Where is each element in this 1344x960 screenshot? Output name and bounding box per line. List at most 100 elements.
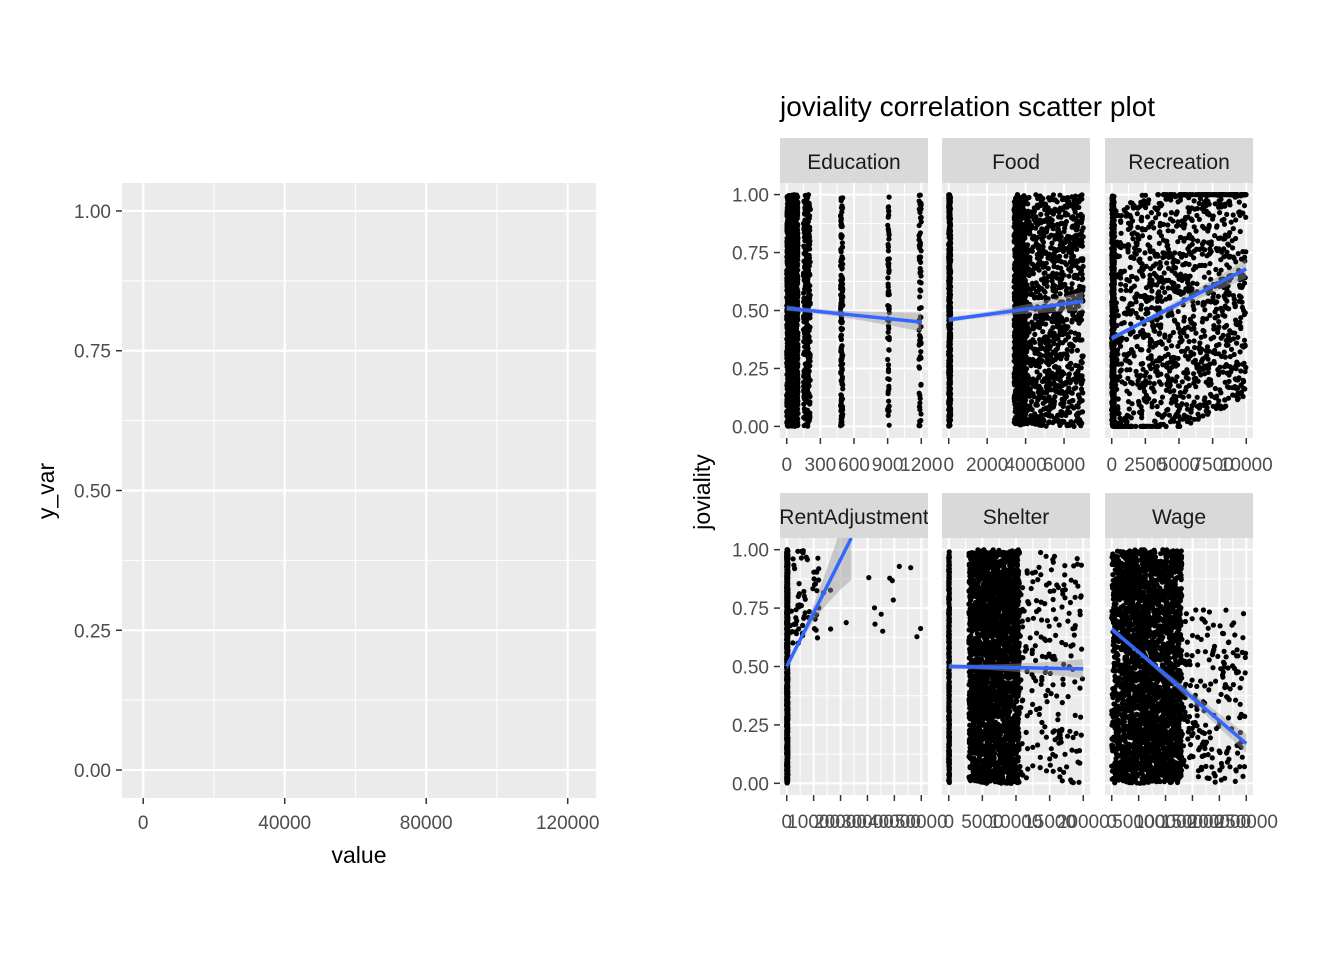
facet-point [918,273,924,279]
facet-point [947,198,953,205]
facet-point [1030,357,1036,363]
facet-point [1012,369,1018,376]
facet-point [916,341,923,347]
facet-point [1057,329,1063,335]
facet-point [947,269,954,276]
facet-point [1053,363,1059,370]
facet-x-tick-label: 300 [805,455,837,476]
facet-point [839,377,845,383]
facet-point [1068,419,1074,425]
facet-point [1043,298,1049,304]
facet-point [1044,283,1050,289]
facet-point [1049,245,1055,251]
facet-point [1073,337,1079,343]
facet-point [792,383,798,389]
facet-point [1066,371,1072,377]
facet-point [1020,330,1026,336]
left-plot-y-ticks: 0.000.250.500.751.00 [74,202,122,782]
facet-point [839,343,845,349]
facet-x-tick-label: 6000 [1043,455,1085,476]
facet-point [1058,265,1064,271]
facet-point [1058,214,1064,220]
facet-point [1049,405,1055,411]
facet-point [1053,294,1059,300]
left-x-tick-label: 80000 [400,813,453,834]
facet-point [917,418,923,424]
facet-plot-area [1105,183,1253,438]
facet-point [947,228,954,234]
facet-point [1076,420,1082,426]
facet-point [1019,384,1025,390]
facet-plot-area [942,183,1090,438]
facet-point [1031,295,1038,301]
facet-point [802,279,808,285]
facet-point [1064,331,1070,337]
facet-point [1061,245,1067,251]
facet-point [786,357,793,363]
facet-point [1044,334,1050,340]
facet-point [805,363,812,369]
right-plot-title: joviality correlation scatter plot [779,91,1155,122]
facet-point [1037,217,1043,223]
facet-point [1046,412,1052,419]
facet-point [806,383,812,389]
facet-point [1027,393,1033,399]
facet-point [784,260,791,266]
facet-point [1033,401,1039,407]
facet-point [946,283,952,289]
facet-point [1013,352,1019,358]
facet-point [806,255,813,261]
facet-point [784,352,791,358]
facet-point [946,422,952,428]
facet-point [1019,341,1025,347]
facet-points [784,192,924,429]
facet-point [1039,321,1045,327]
facet-point [1036,284,1042,290]
facet-point [1063,262,1069,268]
facet-point [918,202,924,208]
facet-point [787,387,793,393]
facet-point [804,192,810,198]
facet-point [1049,278,1055,284]
facet-point [1070,257,1076,263]
facet-point [806,327,812,333]
facet-point [786,205,793,211]
facet-point [918,381,924,387]
facet-point [1044,396,1050,402]
facet-point [840,386,846,392]
facet-point [784,281,790,287]
facet-point [1078,386,1085,392]
facet-point [806,368,812,374]
facet-point [802,260,808,266]
facet-point [785,231,791,237]
facet-point [1076,331,1082,337]
facet-point [886,398,892,404]
facet-point [885,329,891,335]
facet-point [1049,370,1055,376]
facet-point [1046,420,1052,426]
facet-point [1027,231,1033,237]
facet-point [1031,233,1037,239]
facet-point [1043,359,1050,365]
facet-point [793,345,799,351]
facet-point [1024,291,1030,297]
facet-point [1070,253,1077,259]
facet-point [947,359,953,365]
facet-point [1024,213,1031,219]
facet-point [1059,315,1065,321]
facet-point [1041,376,1048,382]
facet-point [1026,389,1032,395]
facet-point [1027,291,1034,297]
facet-point [946,337,952,343]
facet-point [947,312,953,318]
facet-point [1054,388,1060,394]
facet-point [1023,397,1029,403]
facet-point [790,201,796,207]
facet-point [1036,391,1042,398]
facet-point [1028,286,1034,292]
right-y-axis-title: joviality [689,454,715,531]
facet-point [787,221,793,227]
facet-point [1080,225,1086,231]
facet-point [947,278,953,284]
